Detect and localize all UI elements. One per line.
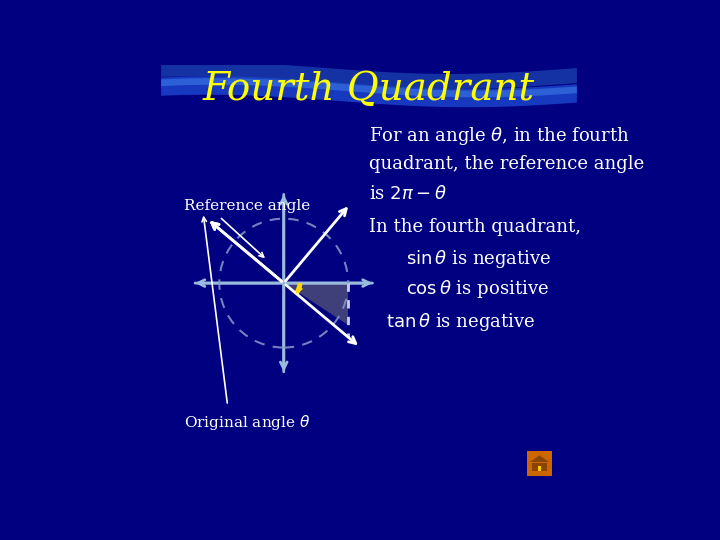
- Text: For an angle $\theta$, in the fourth: For an angle $\theta$, in the fourth: [369, 125, 629, 147]
- Text: $\sin\theta$ is negative: $\sin\theta$ is negative: [406, 248, 552, 270]
- Polygon shape: [161, 77, 577, 107]
- Text: In the fourth quadrant,: In the fourth quadrant,: [369, 218, 581, 236]
- Polygon shape: [284, 283, 348, 325]
- Text: Original angle $\theta$: Original angle $\theta$: [184, 413, 310, 432]
- Text: $\tan\theta$ is negative: $\tan\theta$ is negative: [386, 310, 535, 333]
- Bar: [532, 463, 546, 471]
- Text: quadrant, the reference angle: quadrant, the reference angle: [369, 155, 644, 173]
- Polygon shape: [161, 78, 577, 97]
- Polygon shape: [530, 455, 549, 462]
- Text: Fourth Quadrant: Fourth Quadrant: [203, 71, 535, 109]
- Text: Reference angle: Reference angle: [184, 199, 310, 213]
- Text: $\cos\theta$ is positive: $\cos\theta$ is positive: [406, 278, 549, 300]
- Text: is $2\pi - \theta$: is $2\pi - \theta$: [369, 185, 447, 203]
- Polygon shape: [161, 62, 577, 89]
- Bar: [538, 467, 541, 471]
- FancyBboxPatch shape: [527, 451, 552, 476]
